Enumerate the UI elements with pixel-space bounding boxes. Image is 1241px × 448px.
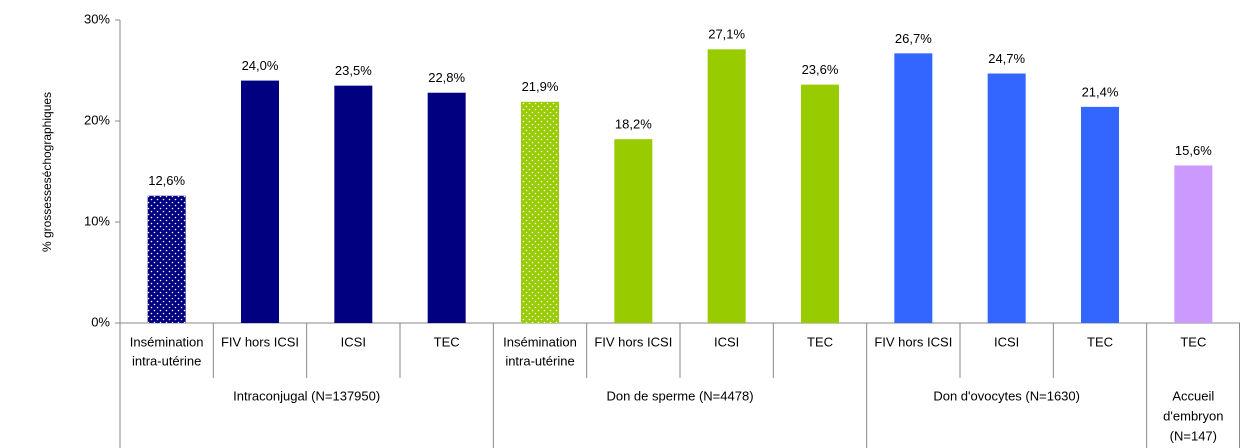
value-label: 12,6% [148,173,185,188]
x-tick-label: FIV hors ICSI [221,334,299,349]
bar [1174,165,1213,323]
value-label: 23,5% [335,63,372,78]
value-label: 23,6% [802,62,839,77]
value-label: 24,0% [242,58,279,73]
bar [894,53,933,324]
y-tick-label: 10% [84,213,110,228]
bar [1081,106,1119,323]
x-tick-label: TEC [434,334,460,349]
y-tick-label: 30% [84,11,110,26]
bar [334,85,373,324]
value-label: 21,9% [522,79,559,94]
group-label: d'embryon [1163,408,1223,423]
x-tick-label: ICSI [714,334,739,349]
y-axis-label: % grossesseséchographiques [40,92,54,252]
group-label: Don de sperme (N=4478) [606,388,753,403]
group-label: Intraconjugal (N=137950) [233,388,380,403]
value-label: 21,4% [1082,84,1119,99]
bar [147,195,186,323]
x-tick-label: TEC [1087,334,1113,349]
x-tick-label: TEC [1180,334,1206,349]
x-tick-label: Insémination [503,334,577,349]
x-tick-label: Insémination [130,334,204,349]
x-tick-label: intra-utérine [505,353,574,368]
bar [427,92,466,323]
x-tick-label: ICSI [994,334,1019,349]
x-tick-label: TEC [807,334,833,349]
value-label: 26,7% [895,31,932,46]
y-tick-label: 20% [84,112,110,127]
value-label: 18,2% [615,117,652,132]
bar [614,139,653,323]
x-tick-label: FIV hors ICSI [874,334,952,349]
value-label: 22,8% [428,70,465,85]
bar [241,80,279,323]
x-tick-label: ICSI [341,334,366,349]
x-tick-label: intra-utérine [132,353,201,368]
bar [987,73,1026,323]
group-label: Don d'ovocytes (N=1630) [933,388,1080,403]
group-label: (N=147) [1170,428,1217,443]
group-label: Accueil [1172,388,1214,403]
bar [521,101,559,323]
x-tick-label: FIV hors ICSI [594,334,672,349]
value-label: 24,7% [988,51,1025,66]
y-tick-label: 0% [91,314,110,329]
bar [707,49,746,323]
value-label: 27,1% [708,27,745,42]
bar [801,84,839,323]
value-label: 15,6% [1175,143,1212,158]
